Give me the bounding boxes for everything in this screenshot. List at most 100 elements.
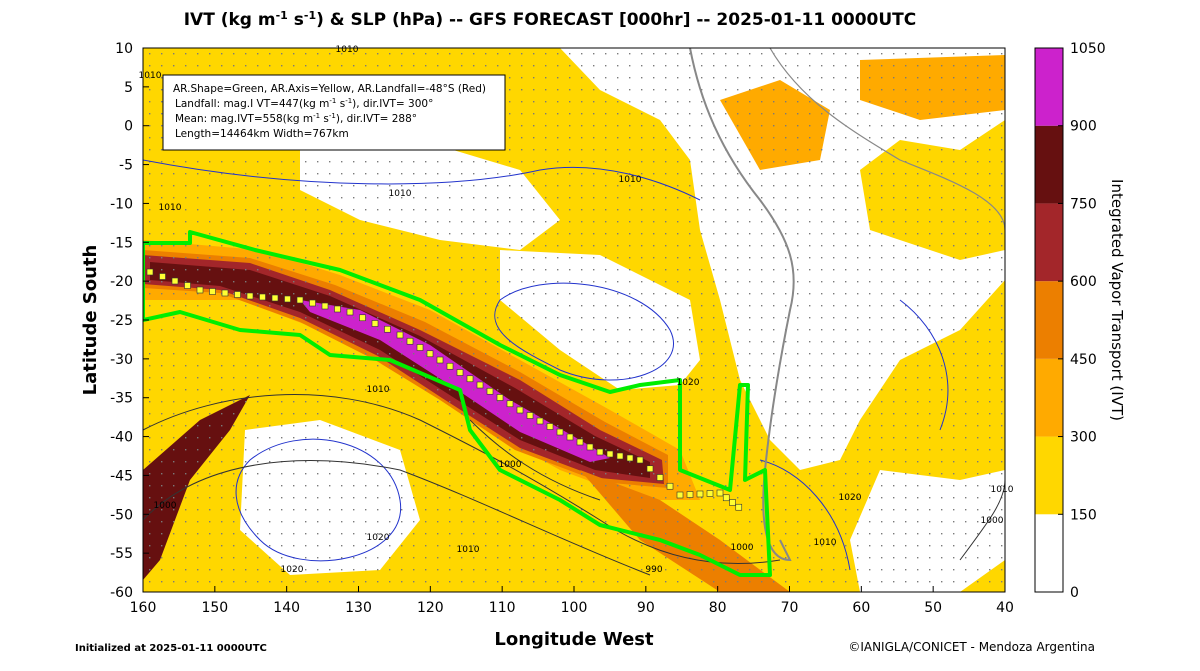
x-tick-label: 130	[345, 600, 372, 616]
colorbar-segment	[1035, 358, 1063, 437]
colorbar-tick-label: 900	[1070, 119, 1097, 135]
contour-label: 1020	[281, 565, 304, 575]
title: IVT (kg m-1 s-1) & SLP (hPa) -- GFS FORE…	[184, 9, 917, 31]
x-tick-label: 110	[489, 600, 516, 616]
contour-label: 1010	[336, 45, 359, 55]
y-tick-label: -5	[119, 158, 133, 174]
ar-axis-point	[516, 406, 524, 414]
y-tick-label: -45	[110, 468, 133, 484]
ar-axis-point	[616, 452, 624, 460]
ar-axis-point	[456, 369, 464, 376]
ar-axis-point	[246, 292, 254, 300]
ar-axis-point	[546, 423, 554, 430]
colorbar-tick-label: 600	[1070, 274, 1097, 290]
ar-axis-point	[346, 308, 354, 316]
info-line: AR.Shape=Green, AR.Axis=Yellow, AR.Landf…	[173, 83, 486, 95]
contour-label: 1010	[814, 538, 837, 548]
y-tick-label: -20	[110, 274, 133, 290]
colorbar-segment	[1035, 281, 1063, 359]
ar-axis-point	[696, 490, 704, 498]
title-part: -1	[304, 9, 316, 22]
contour-label: 1010	[457, 545, 480, 555]
ar-axis-point	[396, 331, 404, 339]
info-text: AR.Shape=Green, AR.Axis=Yellow, AR.Landf…	[173, 83, 486, 140]
ar-axis-point	[556, 428, 564, 436]
colorbar-tick-label: 450	[1070, 352, 1097, 368]
ar-axis-point	[221, 289, 229, 297]
ar-axis-point	[171, 277, 179, 285]
colorbar-tick-label: 300	[1070, 430, 1097, 446]
contour-label: 1010	[159, 203, 182, 213]
title-part: -1	[276, 9, 288, 22]
x-tick-label: 60	[852, 600, 870, 616]
ar-axis-point	[466, 375, 474, 383]
title-part: IVT (kg m	[184, 10, 276, 30]
ar-axis-point	[566, 433, 574, 441]
ar-axis-point	[586, 443, 594, 451]
colorbar-segment	[1035, 514, 1063, 592]
contour-label: 1010	[389, 189, 412, 199]
ar-axis-point	[416, 344, 424, 351]
ar-axis-point	[526, 412, 534, 419]
y-tick-label: -25	[110, 313, 133, 329]
contour-label: 1020	[677, 378, 700, 388]
ar-axis-point	[596, 448, 604, 456]
contour-label: 1000	[981, 516, 1004, 526]
info-part: -1	[329, 112, 336, 120]
info-part: s	[320, 113, 329, 125]
ar-axis-point	[234, 291, 241, 298]
y-tick-label: -60	[110, 585, 133, 601]
info-part: AR.Shape=Green, AR.Axis=Yellow, AR.Landf…	[173, 83, 486, 95]
contour-label: 990	[645, 565, 662, 575]
info-part: Mean: mag.IVT=558(kg m	[175, 113, 313, 125]
ar-axis-point	[146, 268, 154, 276]
title-part: s	[288, 10, 304, 30]
colorbar-tick-label: 1050	[1070, 41, 1106, 57]
colorbar-segment	[1035, 48, 1063, 126]
info-part: Landfall: mag.I VT=447(kg m	[175, 98, 329, 110]
ar-axis-point	[284, 295, 291, 303]
ar-axis-point	[476, 381, 484, 389]
y-tick-label: -30	[110, 352, 133, 368]
x-tick-label: 120	[417, 600, 444, 616]
colorbar-segment	[1035, 436, 1063, 515]
ar-axis-point	[209, 288, 216, 295]
colorbar-tick-label: 150	[1070, 507, 1097, 523]
info-line: Landfall: mag.I VT=447(kg m-1 s-1), dir.…	[175, 97, 433, 110]
ar-axis-point	[576, 438, 584, 446]
info-part: Length=14464km Width=767km	[175, 128, 349, 140]
info-part: -1	[329, 97, 336, 105]
ar-axis-point	[184, 282, 191, 289]
y-tick-label: -40	[110, 430, 133, 446]
info-box: AR.Shape=Green, AR.Axis=Yellow, AR.Landf…	[162, 74, 506, 151]
colorbar-segment	[1035, 125, 1063, 204]
map-field	[143, 48, 1005, 592]
ar-axis-point	[506, 400, 514, 408]
contour-label: 1010	[139, 71, 162, 81]
contour-label: 1000	[154, 501, 177, 511]
ar-axis-point	[159, 273, 166, 280]
x-tick-label: 100	[561, 600, 588, 616]
footer-left: Initialized at 2025-01-11 0000UTC	[75, 643, 267, 654]
contour-label: 1020	[839, 493, 862, 503]
info-part: ), dir.IVT= 300°	[352, 98, 433, 110]
ar-axis-point	[334, 305, 341, 313]
colorbar-tick-label: 0	[1070, 585, 1079, 601]
ar-axis-point	[735, 503, 743, 511]
y-tick-label: -10	[110, 196, 133, 212]
ar-axis-point	[446, 362, 454, 370]
ar-axis-point	[656, 474, 664, 481]
colorbar-segment	[1035, 203, 1063, 282]
ar-axis-point	[309, 299, 316, 307]
ar-axis-point	[384, 325, 391, 333]
ar-axis-point	[646, 465, 654, 473]
y-tick-label: -55	[110, 546, 133, 562]
y-tick-label: -15	[110, 235, 133, 251]
ar-axis-point	[321, 302, 329, 310]
ar-axis-point	[296, 296, 304, 304]
y-tick-label: -50	[110, 507, 133, 523]
contour-label: 1010	[991, 485, 1014, 495]
x-tick-label: 160	[130, 600, 157, 616]
contour-label: 1020	[367, 533, 390, 543]
